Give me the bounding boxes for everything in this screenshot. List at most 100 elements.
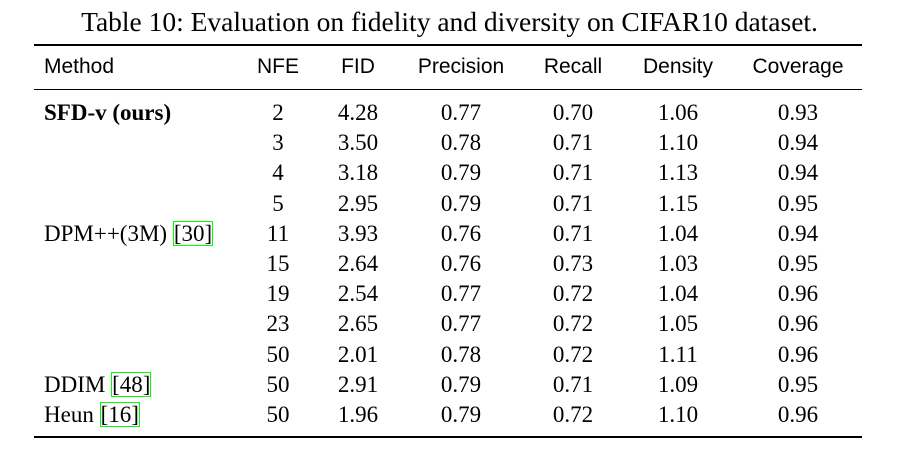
cell-precision: 0.78 <box>440 341 482 367</box>
cell-method: DPM++(3M) [30] <box>44 219 214 249</box>
cell-fid: 3.93 <box>337 220 379 246</box>
cell-density: 1.04 <box>657 220 699 246</box>
table-header: Method NFE FID Precision Recall Density … <box>0 52 899 82</box>
cell-method: DDIM [48] <box>44 370 152 400</box>
header-nfe: NFE <box>257 55 299 78</box>
cell-precision: 0.78 <box>440 130 482 156</box>
cell-precision: 0.77 <box>440 100 482 125</box>
cell-method: SFD-v (ours) <box>44 98 171 128</box>
cell-recall: 0.70 <box>552 100 594 125</box>
cell-nfe: 23 <box>266 311 290 337</box>
method-name: Heun <box>44 402 100 427</box>
cell-density: 1.09 <box>657 371 699 397</box>
method-name: DPM++(3M) <box>44 220 173 246</box>
table-row: 3 3.50 0.78 0.71 1.10 0.94 <box>0 128 899 158</box>
method-name: SFD-v (ours) <box>44 100 172 125</box>
top-rule <box>34 44 862 46</box>
cell-recall: 0.71 <box>552 130 594 156</box>
cell-nfe: 4 <box>272 160 284 186</box>
cell-density: 1.05 <box>657 311 699 337</box>
cell-coverage: 0.94 <box>777 160 819 186</box>
cell-recall: 0.72 <box>552 341 594 367</box>
table-row: DDIM [48] 50 2.91 0.79 0.71 1.09 0.95 <box>0 370 899 400</box>
cell-precision: 0.77 <box>440 311 482 337</box>
header-coverage: Coverage <box>752 55 844 78</box>
cell-precision: 0.76 <box>440 251 482 276</box>
cell-precision: 0.79 <box>440 371 482 397</box>
table-row: DPM++(3M) [30] 11 3.93 0.76 0.71 1.04 0.94 <box>0 219 899 249</box>
cell-nfe: 11 <box>266 220 290 246</box>
cell-coverage: 0.94 <box>777 130 819 156</box>
header-rule <box>34 89 862 90</box>
cell-nfe: 15 <box>266 251 290 276</box>
cell-nfe: 19 <box>266 281 290 307</box>
header-fid: FID <box>341 55 375 78</box>
cell-nfe: 50 <box>266 371 290 397</box>
header-precision: Precision <box>417 55 505 78</box>
cell-recall: 0.72 <box>552 311 594 337</box>
cell-fid: 1.96 <box>337 402 379 427</box>
cell-coverage: 0.96 <box>777 311 819 337</box>
cell-density: 1.04 <box>657 281 699 307</box>
cell-density: 1.10 <box>657 402 699 427</box>
cell-recall: 0.73 <box>552 251 594 276</box>
table-row: 23 2.65 0.77 0.72 1.05 0.96 <box>0 309 899 339</box>
cell-recall: 0.72 <box>552 402 594 427</box>
cell-density: 1.03 <box>657 251 699 276</box>
cell-nfe: 5 <box>272 190 284 216</box>
cell-fid: 2.95 <box>337 190 379 216</box>
citation-link[interactable]: [30] <box>172 220 214 246</box>
cell-fid: 2.64 <box>337 251 379 276</box>
cell-fid: 3.50 <box>337 130 379 156</box>
table-row: SFD-v (ours) 2 4.28 0.77 0.70 1.06 0.93 <box>0 98 899 128</box>
cell-recall: 0.71 <box>552 190 594 216</box>
cell-density: 1.15 <box>657 190 699 216</box>
cell-precision: 0.76 <box>440 220 482 246</box>
cell-nfe: 2 <box>272 100 284 125</box>
cell-recall: 0.71 <box>552 220 594 246</box>
cell-fid: 2.54 <box>337 281 379 307</box>
cell-density: 1.10 <box>657 130 699 156</box>
table-row: 50 2.01 0.78 0.72 1.11 0.96 <box>0 340 899 370</box>
table-row: 15 2.64 0.76 0.73 1.03 0.95 <box>0 249 899 279</box>
cell-precision: 0.79 <box>440 160 482 186</box>
cell-fid: 3.18 <box>337 160 379 186</box>
cell-recall: 0.71 <box>552 371 594 397</box>
table-row: 5 2.95 0.79 0.71 1.15 0.95 <box>0 189 899 219</box>
cell-nfe: 3 <box>272 130 284 156</box>
header-recall: Recall <box>543 55 603 78</box>
cell-density: 1.13 <box>657 160 699 186</box>
cell-coverage: 0.93 <box>777 100 819 125</box>
table-row: 4 3.18 0.79 0.71 1.13 0.94 <box>0 158 899 188</box>
cell-nfe: 50 <box>266 402 290 427</box>
cell-fid: 2.91 <box>337 371 379 397</box>
cell-density: 1.06 <box>657 100 699 125</box>
cell-recall: 0.71 <box>552 160 594 186</box>
cell-nfe: 50 <box>266 341 290 367</box>
citation-link[interactable]: [16] <box>99 402 140 427</box>
cell-method: Heun [16] <box>44 400 140 430</box>
cell-recall: 0.72 <box>552 281 594 307</box>
header-density: Density <box>642 55 714 78</box>
cell-precision: 0.79 <box>440 402 482 427</box>
method-name: DDIM <box>44 371 112 397</box>
cell-coverage: 0.95 <box>777 251 819 276</box>
cell-fid: 2.65 <box>337 311 379 337</box>
cell-coverage: 0.96 <box>777 281 819 307</box>
cell-coverage: 0.95 <box>777 371 819 397</box>
cell-coverage: 0.95 <box>777 190 819 216</box>
cell-coverage: 0.96 <box>777 402 819 427</box>
citation-link[interactable]: [48] <box>111 371 152 397</box>
table-row: 19 2.54 0.77 0.72 1.04 0.96 <box>0 279 899 309</box>
bottom-rule <box>34 436 862 438</box>
cell-coverage: 0.94 <box>777 220 819 246</box>
table-caption: Table 10: Evaluation on fidelity and div… <box>81 6 818 37</box>
cell-precision: 0.77 <box>440 281 482 307</box>
cell-fid: 4.28 <box>337 100 379 125</box>
header-method: Method <box>44 55 115 78</box>
table-row: Heun [16] 50 1.96 0.79 0.72 1.10 0.96 <box>0 400 899 430</box>
cell-fid: 2.01 <box>337 341 379 367</box>
cell-precision: 0.79 <box>440 190 482 216</box>
cell-coverage: 0.96 <box>777 341 819 367</box>
cell-density: 1.11 <box>658 341 698 367</box>
